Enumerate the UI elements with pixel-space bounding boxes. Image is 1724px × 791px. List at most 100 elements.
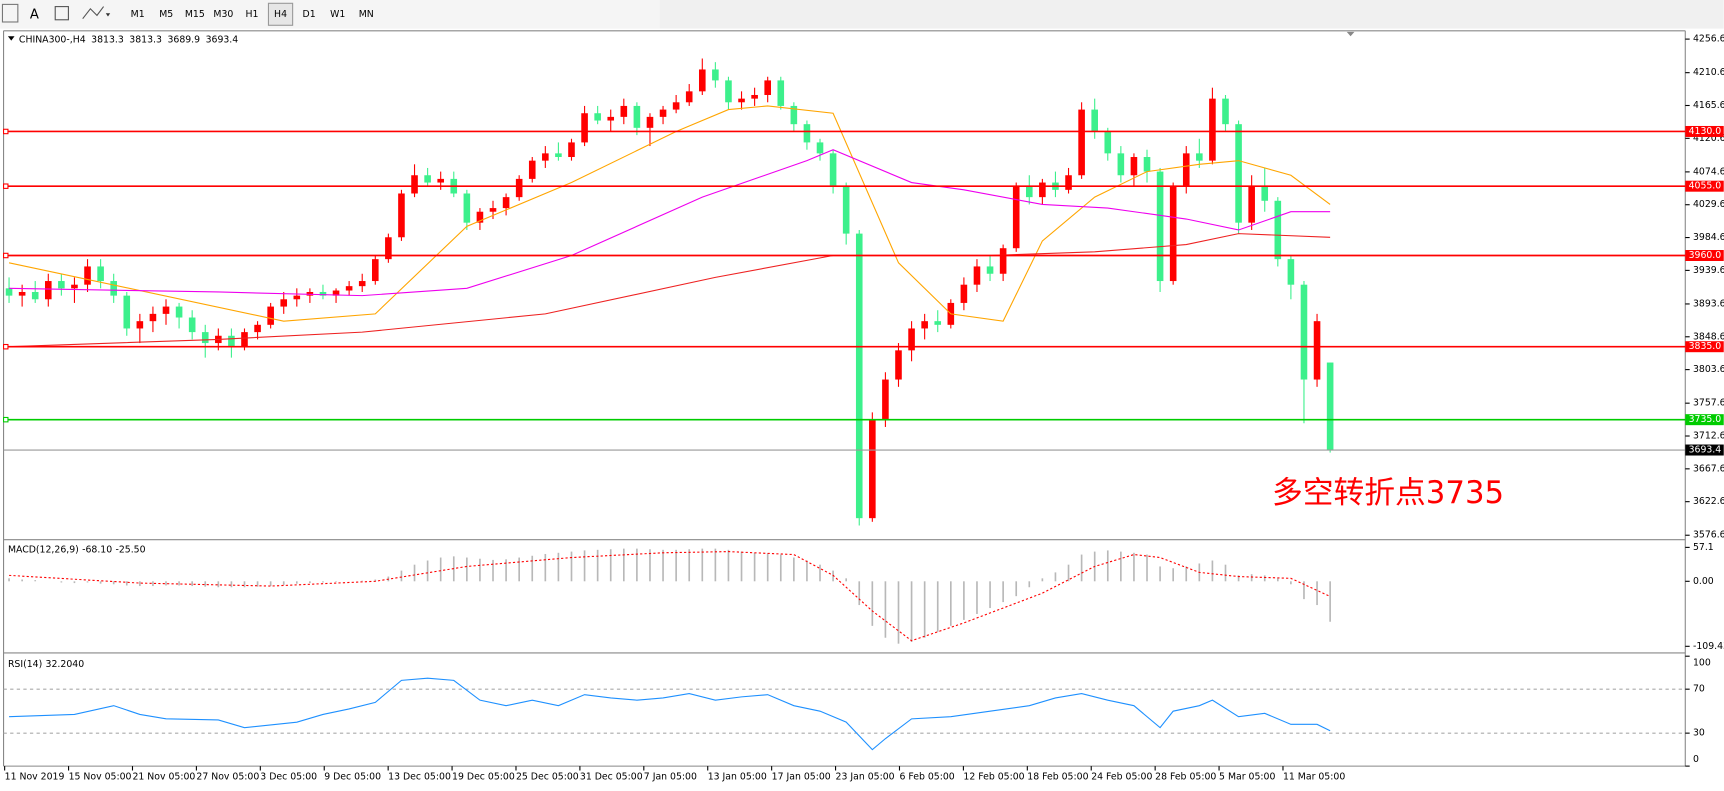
candle-body	[136, 321, 144, 329]
candle-body	[149, 313, 157, 322]
rsi-header: RSI(14) 32.2040	[8, 658, 84, 669]
candle-body	[162, 306, 170, 314]
candle-body	[110, 281, 117, 296]
timeframe-button[interactable]: W1	[330, 9, 345, 20]
candle-body	[829, 153, 837, 187]
text-tool[interactable]: A	[30, 7, 39, 22]
date-label: 23 Jan 05:00	[836, 772, 895, 783]
candle-body	[986, 266, 994, 274]
level-handle[interactable]	[3, 128, 9, 135]
ohlc-value: 3693.4	[206, 34, 239, 45]
candle-body	[908, 328, 915, 351]
candle-body	[1091, 109, 1098, 132]
candle-body	[1012, 186, 1020, 249]
candle-body	[1078, 109, 1085, 176]
timeframe-button[interactable]: H1	[245, 9, 258, 20]
ohlc-value: 3813.3	[91, 34, 124, 45]
candle-body	[371, 259, 379, 282]
level-tag	[1685, 414, 1724, 426]
candle-body	[921, 321, 928, 329]
level-handle[interactable]	[3, 252, 9, 259]
candle-body	[1313, 321, 1321, 380]
candle-body	[1222, 98, 1229, 125]
level-handle[interactable]	[3, 416, 9, 423]
indicator-value: -68.10	[82, 544, 112, 555]
toolbar-strip	[0, 0, 660, 29]
candle-body	[1182, 153, 1190, 187]
date-label: 15 Nov 05:00	[69, 772, 132, 783]
candle-body	[1143, 157, 1151, 172]
timeframe-button[interactable]: M15	[185, 9, 205, 20]
date-label: 12 Feb 05:00	[963, 772, 1024, 783]
dropdown-arrow[interactable]	[105, 13, 111, 17]
level-label: 4130.0	[1689, 126, 1722, 137]
candle-body	[1196, 153, 1203, 161]
price-label: 3848.6	[1693, 331, 1724, 342]
date-label: 11 Mar 05:00	[1283, 772, 1345, 783]
candle-body	[1235, 124, 1242, 223]
timeframe-button[interactable]: MN	[359, 9, 374, 20]
timeframe-button[interactable]: H4	[274, 9, 287, 20]
candle-body	[1065, 175, 1072, 190]
candle-body	[568, 142, 575, 158]
candle-body	[542, 153, 549, 161]
rsi-tick-label: 0	[1693, 754, 1699, 765]
crosshair-tool[interactable]	[1, 3, 19, 23]
indicator-name: RSI(14)	[8, 658, 42, 669]
candle-body	[790, 105, 798, 125]
candle-body	[738, 98, 745, 103]
level-handle[interactable]	[3, 343, 9, 350]
price-label: 3984.6	[1693, 232, 1724, 243]
candle-body	[1209, 98, 1216, 161]
date-label: 13 Jan 05:00	[708, 772, 767, 783]
candle-body	[764, 80, 771, 95]
timeframe-button[interactable]: D1	[303, 9, 316, 20]
timeframe-button[interactable]: M30	[213, 9, 233, 20]
candle-body	[581, 113, 588, 143]
candle-body	[1169, 186, 1177, 282]
date-label: 11 Nov 2019	[5, 772, 65, 783]
timeframe-button[interactable]: M1	[131, 9, 145, 20]
candle-body	[1261, 186, 1269, 201]
candle-body	[123, 295, 131, 329]
price-label: 4074.6	[1693, 166, 1724, 177]
candle-body	[646, 116, 654, 128]
price-label: 3803.6	[1693, 364, 1724, 375]
level-label: 3835.0	[1689, 341, 1722, 352]
label-tool[interactable]	[54, 6, 69, 21]
annotation: 多空转折点3735	[1272, 475, 1504, 511]
current-price-tag	[1685, 444, 1724, 456]
ohlc-value: 3813.3	[129, 34, 162, 45]
candle-body	[555, 153, 562, 158]
timeframe-button[interactable]: M5	[159, 9, 173, 20]
candle-body	[816, 142, 824, 154]
macd-header: MACD(12,26,9) -68.10 -25.50	[8, 544, 146, 555]
candle-body	[698, 69, 706, 92]
date-label: 28 Feb 05:00	[1155, 772, 1216, 783]
price-label: 3893.6	[1693, 298, 1724, 309]
candle-body	[803, 124, 811, 143]
date-label: 3 Dec 05:00	[260, 772, 317, 783]
candle-body	[869, 419, 876, 519]
shapes-tool[interactable]	[82, 6, 105, 20]
candle-body	[188, 317, 196, 333]
candle-body	[97, 266, 104, 282]
macd-tick-label: 57.1	[1693, 542, 1714, 553]
candle-body	[84, 266, 91, 285]
date-label: 9 Dec 05:00	[324, 772, 381, 783]
candle-body	[358, 281, 366, 287]
candle-body	[1104, 131, 1112, 154]
candle-body	[777, 80, 785, 106]
ohlc-value: 3689.9	[167, 34, 200, 45]
active-timeframe[interactable]	[267, 2, 294, 26]
candle-body	[1274, 200, 1282, 260]
level-handle[interactable]	[3, 183, 9, 189]
macd-signal	[9, 551, 1331, 642]
candle-body	[280, 299, 288, 307]
candle-body	[1300, 284, 1308, 380]
candle-body	[398, 193, 405, 238]
candle-body	[1025, 186, 1033, 198]
candle-body	[424, 175, 431, 183]
date-label: 5 Mar 05:00	[1219, 772, 1275, 783]
candle-body	[1326, 362, 1334, 451]
